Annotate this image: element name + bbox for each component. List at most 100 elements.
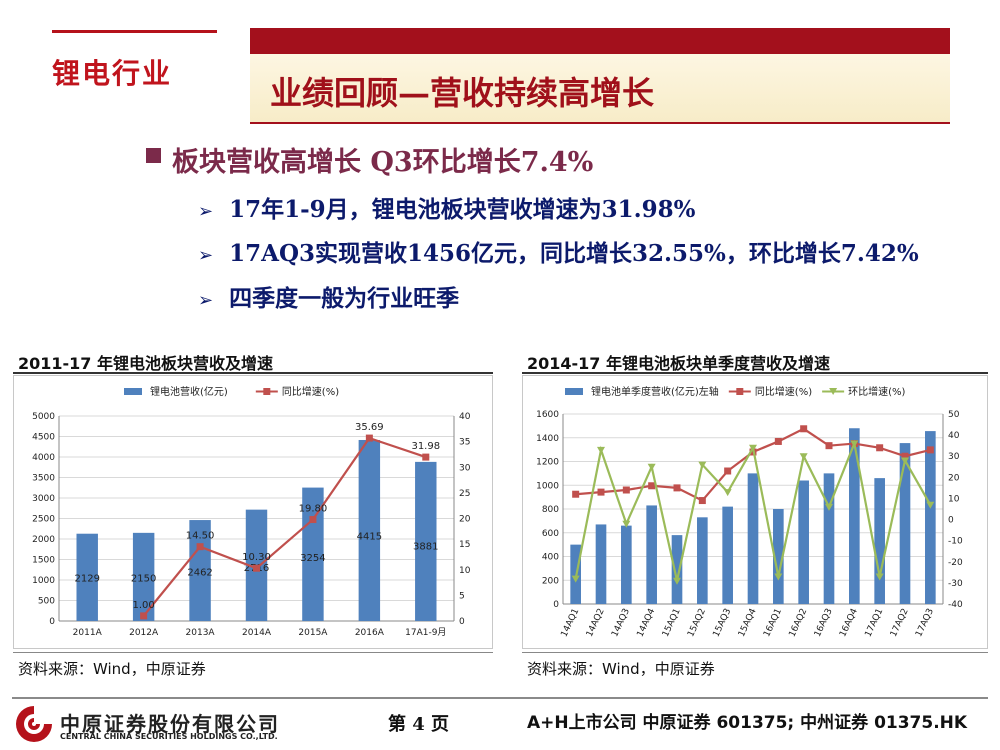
line-point: [724, 467, 732, 475]
chart1-rule: [13, 372, 493, 374]
x-tick-label: 2013A: [186, 628, 216, 638]
line-point: [800, 425, 808, 433]
bar-data-label: 3254: [300, 553, 325, 564]
y-right-tick-label: 30: [459, 463, 471, 473]
x-tick-label: 17A1-9月: [405, 627, 446, 638]
line-point: [571, 575, 580, 583]
chart2-svg: 02004006008001000120014001600-40-30-20-1…: [536, 385, 963, 639]
footer-rule: [12, 697, 988, 699]
line-point: [648, 482, 656, 490]
bar: [697, 517, 708, 604]
chart1-title: 2011-17 年锂电池板块营收及增速: [18, 354, 274, 373]
y-left-tick-label: 4000: [32, 453, 55, 463]
legend-label: 锂电池单季度营收(亿元)左轴: [591, 385, 719, 398]
x-tick-label: 14AQ3: [610, 607, 632, 639]
chart2-rule: [522, 372, 988, 374]
line-point: [140, 612, 148, 620]
line-data-label: 35.69: [355, 422, 384, 433]
y-right-tick-label: 15: [459, 540, 470, 550]
x-tick-label: 14AQ1: [560, 607, 582, 639]
y-left-tick-label: 1000: [32, 576, 55, 586]
y-left-tick-label: 1500: [32, 556, 55, 566]
legend-label: 同比增速(%): [282, 385, 339, 398]
x-tick-label: 17AQ2: [889, 607, 911, 639]
y-right-tick-label: 10: [948, 494, 960, 504]
line-point: [422, 453, 430, 461]
y-left-tick-label: 5000: [32, 412, 55, 422]
y-left-tick-label: 0: [553, 600, 559, 610]
bullet-square-icon: [146, 148, 161, 163]
bar-data-label: 4415: [357, 532, 382, 543]
bar: [798, 480, 809, 604]
bar: [76, 533, 98, 621]
line-point: [647, 463, 656, 471]
y-left-tick-label: 3000: [32, 494, 55, 504]
line-point: [774, 573, 783, 581]
chart2-frame: 0 200 400 600 800 1000 1200 1400 1600 -40 -30 -20 -1…: [522, 375, 988, 649]
chart2-source: 资料来源：Wind，中原证券: [527, 660, 715, 678]
line-point: [673, 484, 681, 492]
line-point: [673, 577, 681, 585]
x-tick-label: 2012A: [129, 628, 159, 638]
line-data-label: 10.30: [242, 552, 271, 563]
line-point: [926, 446, 934, 454]
header-accent-line: [52, 30, 217, 33]
line-point: [622, 520, 631, 528]
company-name-cn: 中原证券股份有限公司: [60, 712, 280, 736]
x-tick-label: 2011A: [73, 628, 103, 638]
y-right-tick-label: 25: [459, 489, 470, 499]
bar: [849, 428, 860, 604]
bar: [358, 439, 381, 621]
line-point: [597, 446, 605, 454]
arrow-bullet-icon: ➢: [198, 245, 214, 266]
y-left-tick-label: 400: [542, 553, 559, 563]
y-right-tick-label: -20: [948, 558, 963, 568]
line-point: [698, 461, 707, 469]
legend-label: 环比增速(%): [848, 385, 905, 398]
bar: [925, 431, 936, 604]
x-tick-label: 14AQ2: [585, 607, 607, 639]
x-tick-label: 16AQ2: [788, 607, 810, 639]
bar: [747, 473, 759, 604]
x-tick-label: 16AQ1: [762, 607, 784, 639]
y-left-tick-label: 3500: [32, 474, 55, 484]
section-label: 锂电行业: [52, 57, 173, 90]
bar: [595, 524, 607, 604]
chart1-source: 资料来源：Wind，中原证券: [18, 660, 206, 678]
legend-swatch: [565, 388, 583, 395]
x-tick-label: 15AQ1: [661, 607, 683, 639]
page-title: 业绩回顾—营收持续高增长: [270, 74, 655, 112]
listing-info: A+H上市公司 中原证券 601375; 中州证券 01375.HK: [527, 713, 968, 733]
y-left-tick-label: 0: [49, 617, 55, 627]
y-right-tick-label: -40: [948, 600, 963, 610]
x-tick-label: 15AQ2: [686, 607, 708, 639]
legend-swatch: [124, 388, 142, 395]
y-left-tick-label: 2500: [32, 515, 55, 525]
x-tick-label: 15AQ4: [737, 607, 759, 639]
x-tick-label: 2015A: [298, 628, 328, 638]
x-tick-label: 2014A: [242, 628, 272, 638]
bar: [722, 506, 733, 604]
line-point: [774, 437, 782, 445]
title-band: [250, 28, 950, 54]
y-right-tick-label: 40: [948, 431, 960, 441]
line-point: [698, 497, 706, 505]
y-right-tick-label: 50: [948, 410, 960, 420]
bar-data-label: 2150: [131, 573, 156, 584]
company-name-en: CENTRAL CHINA SECURITIES HOLDINGS CO.,LT…: [60, 732, 278, 741]
y-left-tick-label: 600: [542, 529, 559, 539]
line-point: [196, 543, 204, 551]
line-point: [825, 442, 833, 450]
line-point: [799, 453, 808, 461]
bar: [874, 478, 885, 604]
y-right-tick-label: -10: [948, 537, 963, 547]
line-point: [597, 488, 605, 496]
x-tick-label: 17AQ3: [914, 607, 936, 639]
bar: [132, 532, 155, 621]
bullet-heading: 板块营收高增长 Q3环比增长7.4%: [172, 147, 594, 178]
chart1-svg: 0 500 1000 1500 2000 2500 3000 3500 4000 4500 5000…: [32, 385, 471, 638]
y-left-tick-label: 200: [542, 576, 559, 586]
bar: [415, 461, 437, 621]
legend-marker: [829, 388, 838, 395]
bar: [899, 443, 911, 604]
